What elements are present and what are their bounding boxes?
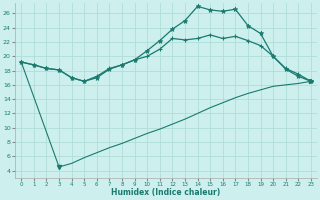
X-axis label: Humidex (Indice chaleur): Humidex (Indice chaleur) bbox=[111, 188, 221, 197]
